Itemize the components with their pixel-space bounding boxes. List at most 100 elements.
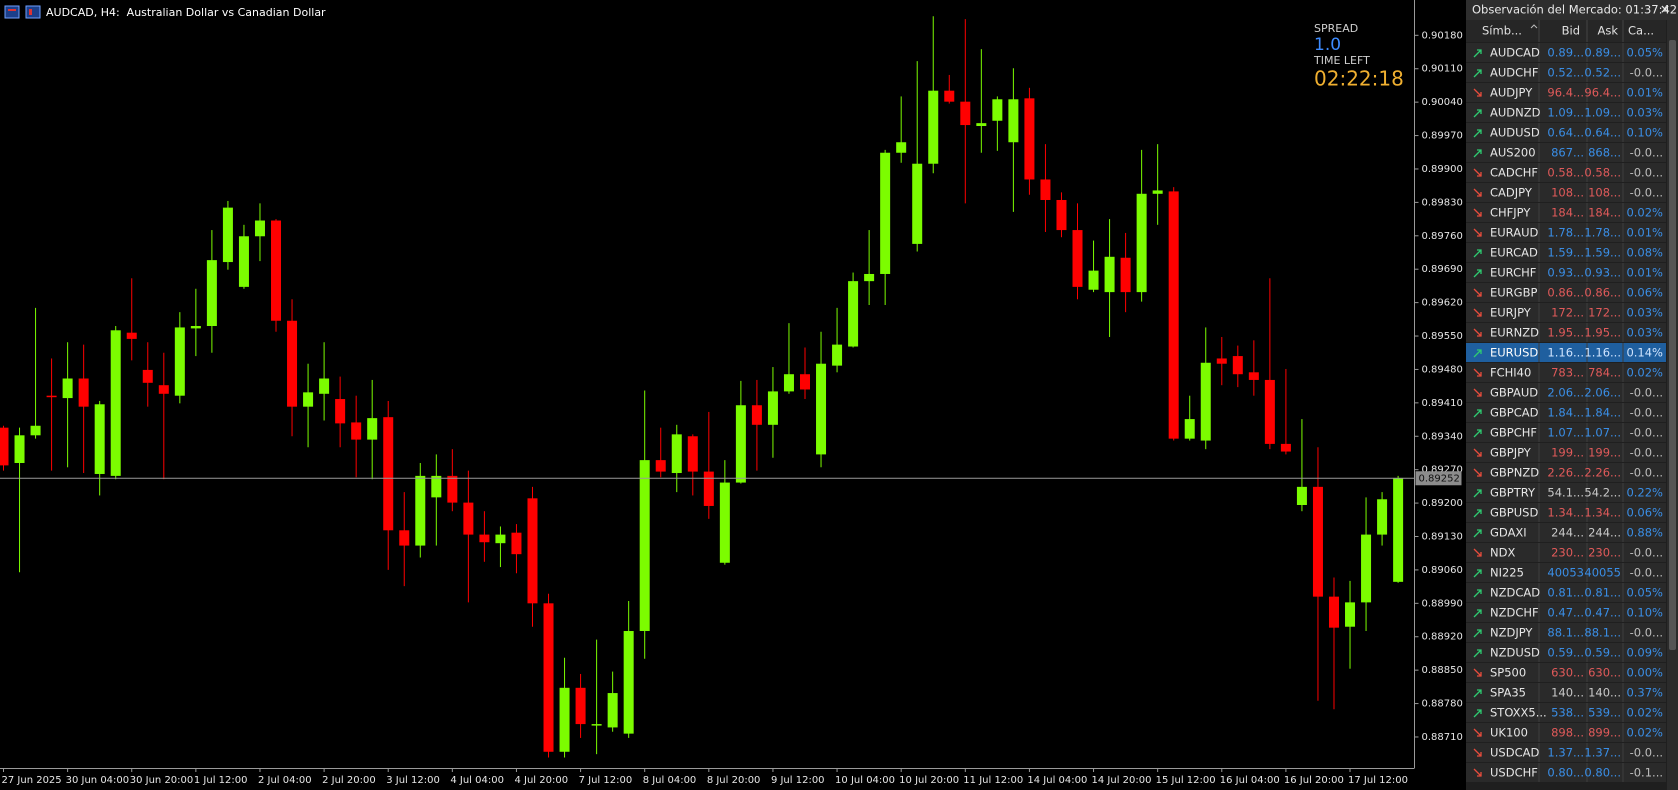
x-tick-label: 17 Jul 12:00 (1348, 775, 1408, 786)
candle-body (254, 220, 265, 237)
symbol: AUDNZD (1490, 106, 1541, 120)
ask: 0.59... (1584, 646, 1621, 660)
row-background[interactable] (1466, 83, 1666, 102)
row-background[interactable] (1466, 223, 1666, 242)
row-background[interactable] (1466, 103, 1666, 122)
change: 0.02% (1626, 706, 1663, 720)
close-button[interactable]: ✕ (1660, 3, 1670, 17)
row-background[interactable] (1466, 723, 1666, 742)
row-background[interactable] (1466, 523, 1666, 542)
x-tick-label: 30 Jun 04:00 (66, 775, 130, 786)
row-background[interactable] (1466, 43, 1666, 62)
change: -0.0... (1630, 406, 1663, 420)
market-watch: Observación del Mercado: 01:37:42 ✕ Símb… (1466, 0, 1678, 790)
bid: 184... (1551, 206, 1584, 220)
symbol: STOXX5... (1490, 706, 1547, 720)
arrow-up (1473, 589, 1482, 598)
ask: 2.06... (1584, 386, 1621, 400)
row-background[interactable] (1466, 663, 1666, 682)
row-background[interactable] (1466, 383, 1666, 402)
arrow-up (1473, 489, 1482, 498)
arrow-down (1473, 468, 1482, 477)
row-background[interactable] (1466, 643, 1666, 662)
window-icon[interactable] (4, 5, 20, 19)
symbol: USDCAD (1490, 746, 1539, 760)
row-background[interactable] (1466, 263, 1666, 282)
arrow-up (1473, 349, 1482, 358)
row-background[interactable] (1466, 563, 1666, 582)
row-background[interactable] (1466, 303, 1666, 322)
candle-body (591, 724, 602, 726)
row-background[interactable] (1466, 163, 1666, 182)
y-tick-label: 0.89060 (1422, 565, 1463, 576)
column-title[interactable]: Bid (1562, 24, 1580, 38)
row-background[interactable] (1466, 703, 1666, 722)
ask: 1.95... (1584, 326, 1621, 340)
row-background[interactable] (1466, 443, 1666, 462)
row-background[interactable] (1466, 423, 1666, 442)
symbol: GDAXI (1490, 526, 1527, 540)
row-background[interactable] (1466, 343, 1666, 362)
arrow-up (1473, 129, 1482, 138)
row-background[interactable] (1466, 243, 1666, 262)
symbol: AUDJPY (1490, 86, 1533, 100)
row-background[interactable] (1466, 363, 1666, 382)
row-background[interactable] (1466, 143, 1666, 162)
candle-body (1393, 478, 1404, 582)
candle-body (1072, 230, 1083, 287)
bid: 140... (1551, 686, 1584, 700)
row-background[interactable] (1466, 403, 1666, 422)
market-watch-titlebar (1466, 0, 1678, 20)
candle-body (832, 344, 843, 366)
row-background[interactable] (1466, 543, 1666, 562)
ask: 2.26... (1584, 466, 1621, 480)
scrollbar-thumb[interactable] (1669, 40, 1676, 650)
candle-body (1296, 486, 1307, 505)
row-background[interactable] (1466, 623, 1666, 642)
ask: 868... (1588, 146, 1621, 160)
row-background[interactable] (1466, 763, 1666, 782)
row-background[interactable] (1466, 283, 1666, 302)
bid: 1.78... (1547, 226, 1584, 240)
bid: 0.86... (1547, 286, 1584, 300)
candle-body (816, 363, 827, 455)
symbol: EURCAD (1490, 246, 1538, 260)
column-title[interactable]: Símb... (1482, 24, 1522, 38)
candle-body (447, 475, 458, 503)
row-background[interactable] (1466, 183, 1666, 202)
row-background[interactable] (1466, 683, 1666, 702)
arrow-up (1473, 509, 1482, 518)
row-background[interactable] (1466, 503, 1666, 522)
arrow-up (1473, 649, 1482, 658)
x-tick-label: 3 Jul 12:00 (386, 775, 440, 786)
row-background[interactable] (1466, 743, 1666, 762)
arrow-up (1473, 149, 1482, 158)
change: -0.0... (1630, 186, 1663, 200)
y-tick-label: 0.89410 (1422, 398, 1463, 409)
row-background[interactable] (1466, 603, 1666, 622)
x-tick-label: 15 Jul 12:00 (1156, 775, 1216, 786)
x-tick-label: 8 Jul 04:00 (643, 775, 697, 786)
y-tick-label: 0.89480 (1422, 364, 1463, 375)
row-background[interactable] (1466, 583, 1666, 602)
candle-body (1024, 98, 1035, 180)
symbol: GBPAUD (1490, 386, 1538, 400)
ask: 96.4... (1584, 86, 1621, 100)
row-background[interactable] (1466, 203, 1666, 222)
row-background[interactable] (1466, 63, 1666, 82)
row-background[interactable] (1466, 123, 1666, 142)
row-background[interactable] (1466, 463, 1666, 482)
y-tick-label: 0.89130 (1422, 532, 1463, 543)
column-title[interactable]: Ask (1597, 24, 1618, 38)
candle-body (1200, 362, 1211, 441)
change: 0.00% (1626, 666, 1663, 680)
arrow-up (1473, 629, 1482, 638)
bid: 2.26... (1547, 466, 1584, 480)
column-title[interactable]: Ca... (1628, 24, 1654, 38)
row-background[interactable] (1466, 483, 1666, 502)
ask: 140... (1588, 686, 1621, 700)
arrow-down (1473, 748, 1482, 757)
row-background[interactable] (1466, 323, 1666, 342)
x-tick-label: 2 Jul 20:00 (322, 775, 376, 786)
chart-icon[interactable] (25, 5, 41, 19)
